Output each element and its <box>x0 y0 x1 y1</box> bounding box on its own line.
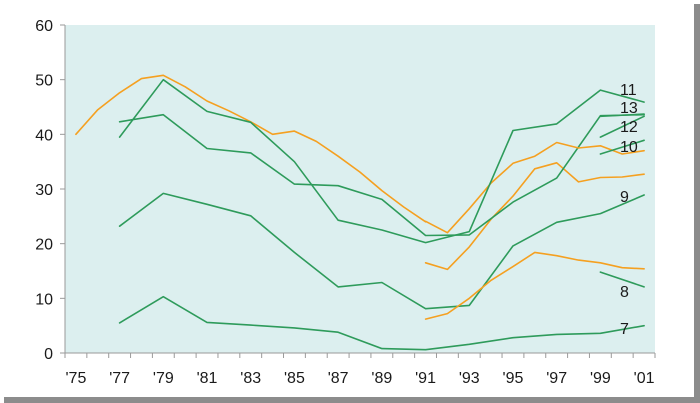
series-line-5 <box>118 113 645 237</box>
series-line-7 <box>599 115 645 138</box>
x-tick-label: '83 <box>240 370 261 387</box>
series-line-1 <box>599 271 645 288</box>
series-label: 13 <box>620 100 638 117</box>
x-tick-label: '85 <box>284 370 305 387</box>
y-tick-label: 30 <box>35 182 53 199</box>
y-tick-label: 10 <box>35 291 53 308</box>
y-tick-label: 20 <box>35 237 53 254</box>
y-tick-label: 50 <box>35 73 53 90</box>
series-label: 12 <box>620 119 638 136</box>
x-tick-label: '79 <box>153 370 174 387</box>
y-tick-label: 0 <box>44 346 53 363</box>
series-line-3 <box>424 251 645 320</box>
series-label: 10 <box>620 139 638 156</box>
x-axis: '75 '77 '79 '81 '83 '85 '87 '89 '91 '93 '95 '97 '99 '… <box>64 352 656 387</box>
x-tick-label: '89 <box>371 370 392 387</box>
x-tick-label: '99 <box>590 370 611 387</box>
x-tick-label: '77 <box>109 370 130 387</box>
series-line-0 <box>118 295 645 351</box>
series-line-8 <box>599 139 645 155</box>
x-tick-label: '75 <box>65 370 86 387</box>
y-tick-label: 60 <box>35 18 53 35</box>
x-tick-label: '01 <box>634 370 655 387</box>
x-tick-label: '91 <box>415 370 436 387</box>
series-label: 8 <box>620 284 629 301</box>
x-tick-label: '87 <box>328 370 349 387</box>
x-tick-label: '97 <box>546 370 567 387</box>
y-axis: 0 10 20 30 40 50 60 <box>35 18 66 363</box>
series-line-2 <box>118 192 645 310</box>
series-line-4 <box>424 162 645 271</box>
series-label: 7 <box>620 321 629 338</box>
series-line-10 <box>118 78 645 244</box>
series-line-6 <box>424 141 645 234</box>
frame-shadow-right <box>694 4 700 403</box>
x-tick-label: '81 <box>197 370 218 387</box>
x-tick-label: '95 <box>503 370 524 387</box>
frame-shadow-bottom <box>4 397 700 403</box>
plot-area <box>65 25 655 353</box>
x-tick-label: '93 <box>459 370 480 387</box>
series-label: 11 <box>620 82 637 99</box>
series-line-11 <box>599 113 645 118</box>
series-lines <box>75 74 645 351</box>
y-tick-label: 40 <box>35 127 53 144</box>
series-label: 9 <box>620 189 629 206</box>
